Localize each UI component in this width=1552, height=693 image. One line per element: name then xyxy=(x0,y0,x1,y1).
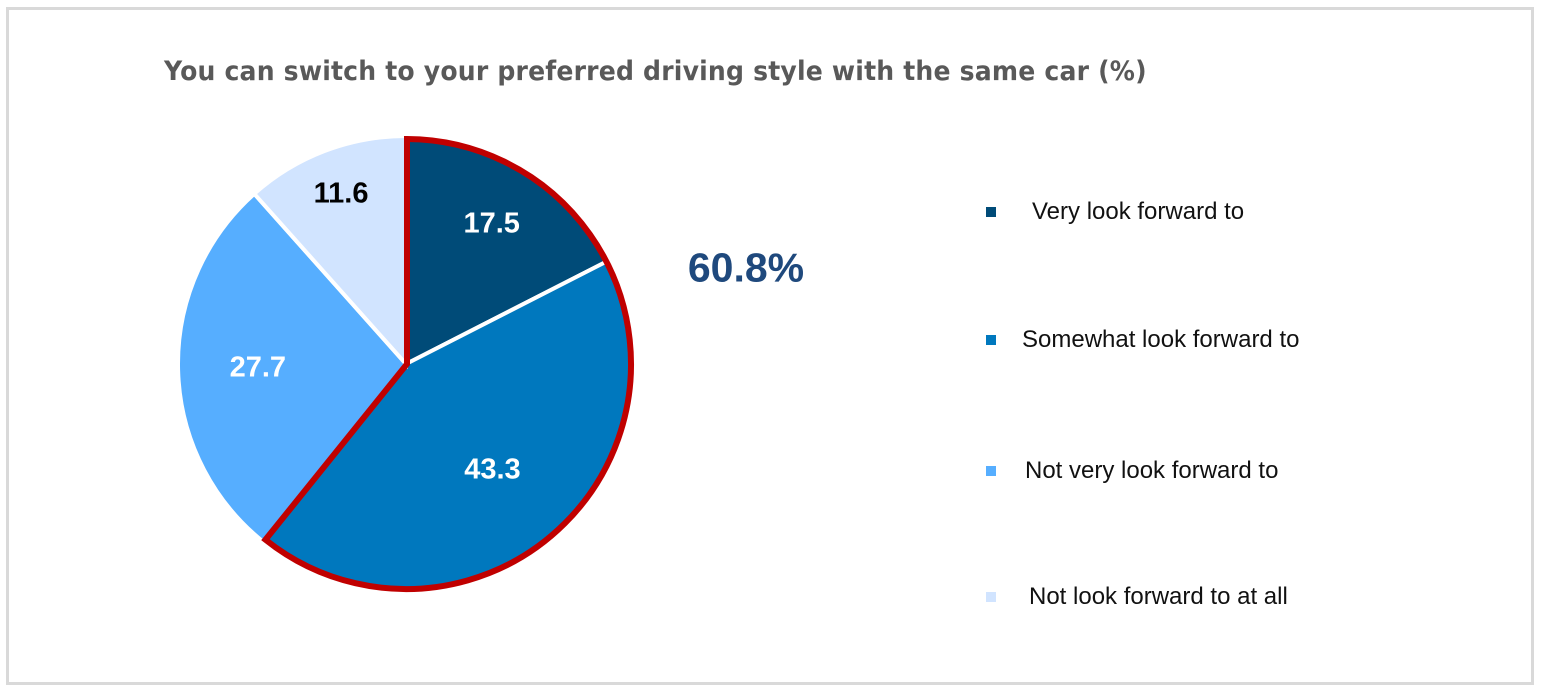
legend-swatch-icon xyxy=(986,466,996,476)
legend-swatch-icon xyxy=(986,207,996,217)
legend-item: Not very look forward to xyxy=(986,457,1278,485)
legend-item: Very look forward to xyxy=(986,198,1244,226)
slice-value-label: 17.5 xyxy=(463,207,520,240)
chart-title: You can switch to your preferred driving… xyxy=(164,56,1147,87)
slice-value-label: 11.6 xyxy=(313,177,369,210)
highlight-total-annotation: 60.8% xyxy=(687,244,805,291)
legend-label: Very look forward to xyxy=(1032,198,1245,225)
legend-label: Somewhat look forward to xyxy=(1022,326,1300,353)
legend-label: Not very look forward to xyxy=(1025,457,1279,484)
slice-value-label: 43.3 xyxy=(464,453,521,486)
legend-item: Not look forward to at all xyxy=(986,583,1288,611)
pie-slice-not-very-look-forward-to xyxy=(176,190,409,545)
pie-slice-not-look-forward-to-at-all xyxy=(251,133,408,370)
legend-swatch-icon xyxy=(986,335,996,345)
legend-label: Not look forward to at all xyxy=(1029,583,1288,610)
legend-item: Somewhat look forward to xyxy=(986,326,1299,354)
highlight-outline xyxy=(261,135,634,592)
legend-swatch-icon xyxy=(986,592,996,602)
slice-value-label: 27.7 xyxy=(229,351,287,384)
